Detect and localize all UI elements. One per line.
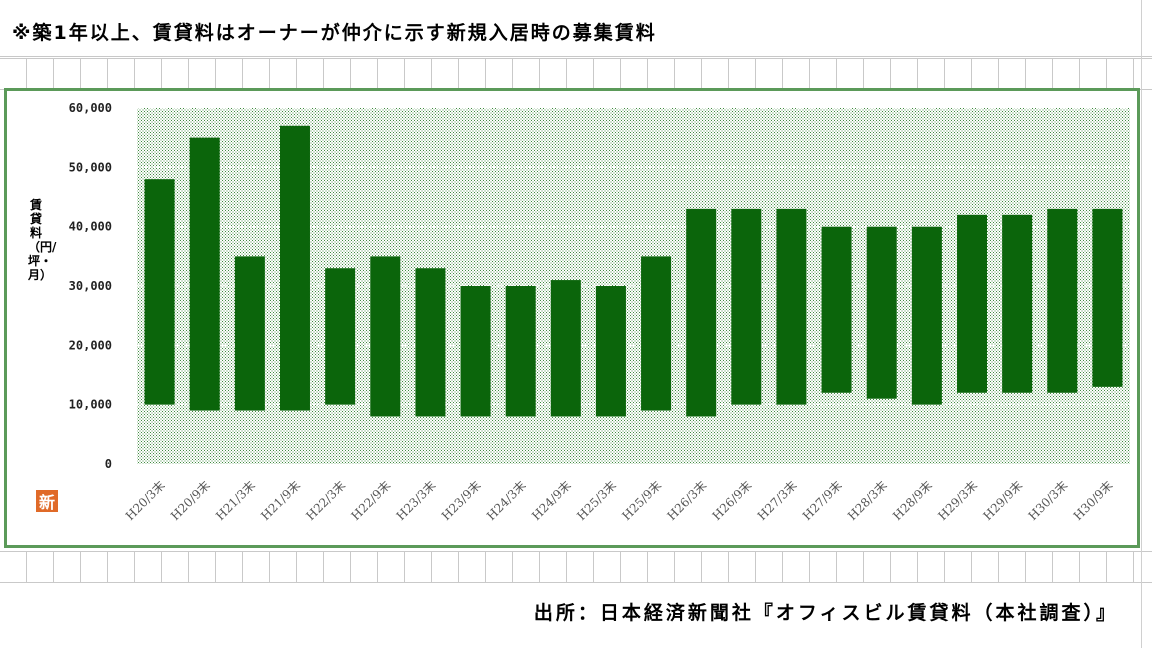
- chart-note: ※築1年以上、賃貸料はオーナーが仲介に示す新規入居時の募集賃料: [12, 22, 657, 44]
- x-tick-label: H25/3末: [574, 478, 619, 523]
- bar-H26/3末: [686, 208, 717, 417]
- bar-H20/9末: [189, 137, 220, 411]
- bar-H22/9末: [370, 256, 401, 417]
- x-tick-label: H30/3末: [1026, 478, 1071, 523]
- bar-H25/3末: [595, 286, 626, 417]
- x-tick-label: H26/9末: [710, 478, 755, 523]
- bar-H30/9末: [1092, 208, 1123, 387]
- bar-H24/3末: [505, 286, 536, 417]
- bar-H26/9末: [731, 208, 762, 405]
- bar-H20/3末: [144, 179, 175, 405]
- bar-H25/9末: [641, 256, 672, 411]
- x-tick-label: H26/3末: [664, 478, 709, 523]
- bar-H22/3末: [325, 268, 356, 405]
- x-tick-label: H22/3末: [303, 478, 348, 523]
- bar-H28/3末: [866, 226, 897, 399]
- bar-H27/9末: [821, 226, 852, 393]
- x-ticks: H20/3末 H20/9末 H21/3末 H21/9末 H22/3末 H22/9末 H23/…: [123, 478, 1116, 523]
- nikkei-logo-icon: 新: [36, 490, 58, 512]
- y-tick-label: 60,000: [69, 101, 112, 115]
- decorative-grid-bottom: [0, 551, 1152, 583]
- bar-H23/3末: [415, 268, 446, 417]
- x-tick-label: H27/9末: [800, 478, 845, 523]
- bar-H28/9末: [911, 226, 942, 405]
- bar-H24/9末: [550, 280, 581, 417]
- bar-H27/3末: [776, 208, 807, 405]
- x-tick-label: H25/9末: [619, 478, 664, 523]
- y-tick-label: 0: [105, 457, 112, 471]
- y-tick-label: 40,000: [69, 220, 112, 234]
- x-tick-label: H29/3末: [935, 478, 980, 523]
- x-tick-label: H20/3末: [123, 478, 168, 523]
- x-tick-label: H23/3末: [394, 478, 439, 523]
- y-axis-label: 賃貸料（円/坪・月）: [28, 198, 57, 282]
- y-tick-label: 20,000: [69, 338, 112, 352]
- x-tick-label: H30/9末: [1071, 478, 1116, 523]
- note-divider: [0, 56, 1152, 57]
- bar-H23/9末: [460, 286, 491, 417]
- bar-H29/9末: [1002, 214, 1033, 393]
- bar-H21/9末: [279, 125, 310, 411]
- x-tick-label: H22/9末: [349, 478, 394, 523]
- bars: [144, 125, 1123, 417]
- source-credit: 出所：日本経済新聞社『オフィスビル賃貸料（本社調査）』: [533, 602, 1118, 624]
- bar-H29/3末: [957, 214, 988, 393]
- x-tick-label: H27/3末: [755, 478, 800, 523]
- y-tick-label: 30,000: [69, 279, 112, 293]
- y-tick-label: 10,000: [69, 398, 112, 412]
- x-tick-label: H24/3末: [484, 478, 529, 523]
- bar-H21/3末: [234, 256, 265, 411]
- x-tick-label: H29/9末: [980, 478, 1025, 523]
- x-tick-label: H28/3末: [845, 478, 890, 523]
- page-edge-rule: [1141, 0, 1142, 648]
- x-tick-label: H21/9末: [258, 478, 303, 523]
- x-tick-label: H21/3末: [213, 478, 258, 523]
- x-tick-label: H20/9末: [168, 478, 213, 523]
- y-ticks: 0 10,000 20,000 30,000 40,000 50,000 60,000: [69, 101, 112, 471]
- bar-H30/3末: [1047, 208, 1078, 393]
- y-tick-label: 50,000: [69, 160, 112, 174]
- x-tick-label: H28/9末: [890, 478, 935, 523]
- x-tick-label: H24/9末: [529, 478, 574, 523]
- x-tick-label: H23/9末: [439, 478, 484, 523]
